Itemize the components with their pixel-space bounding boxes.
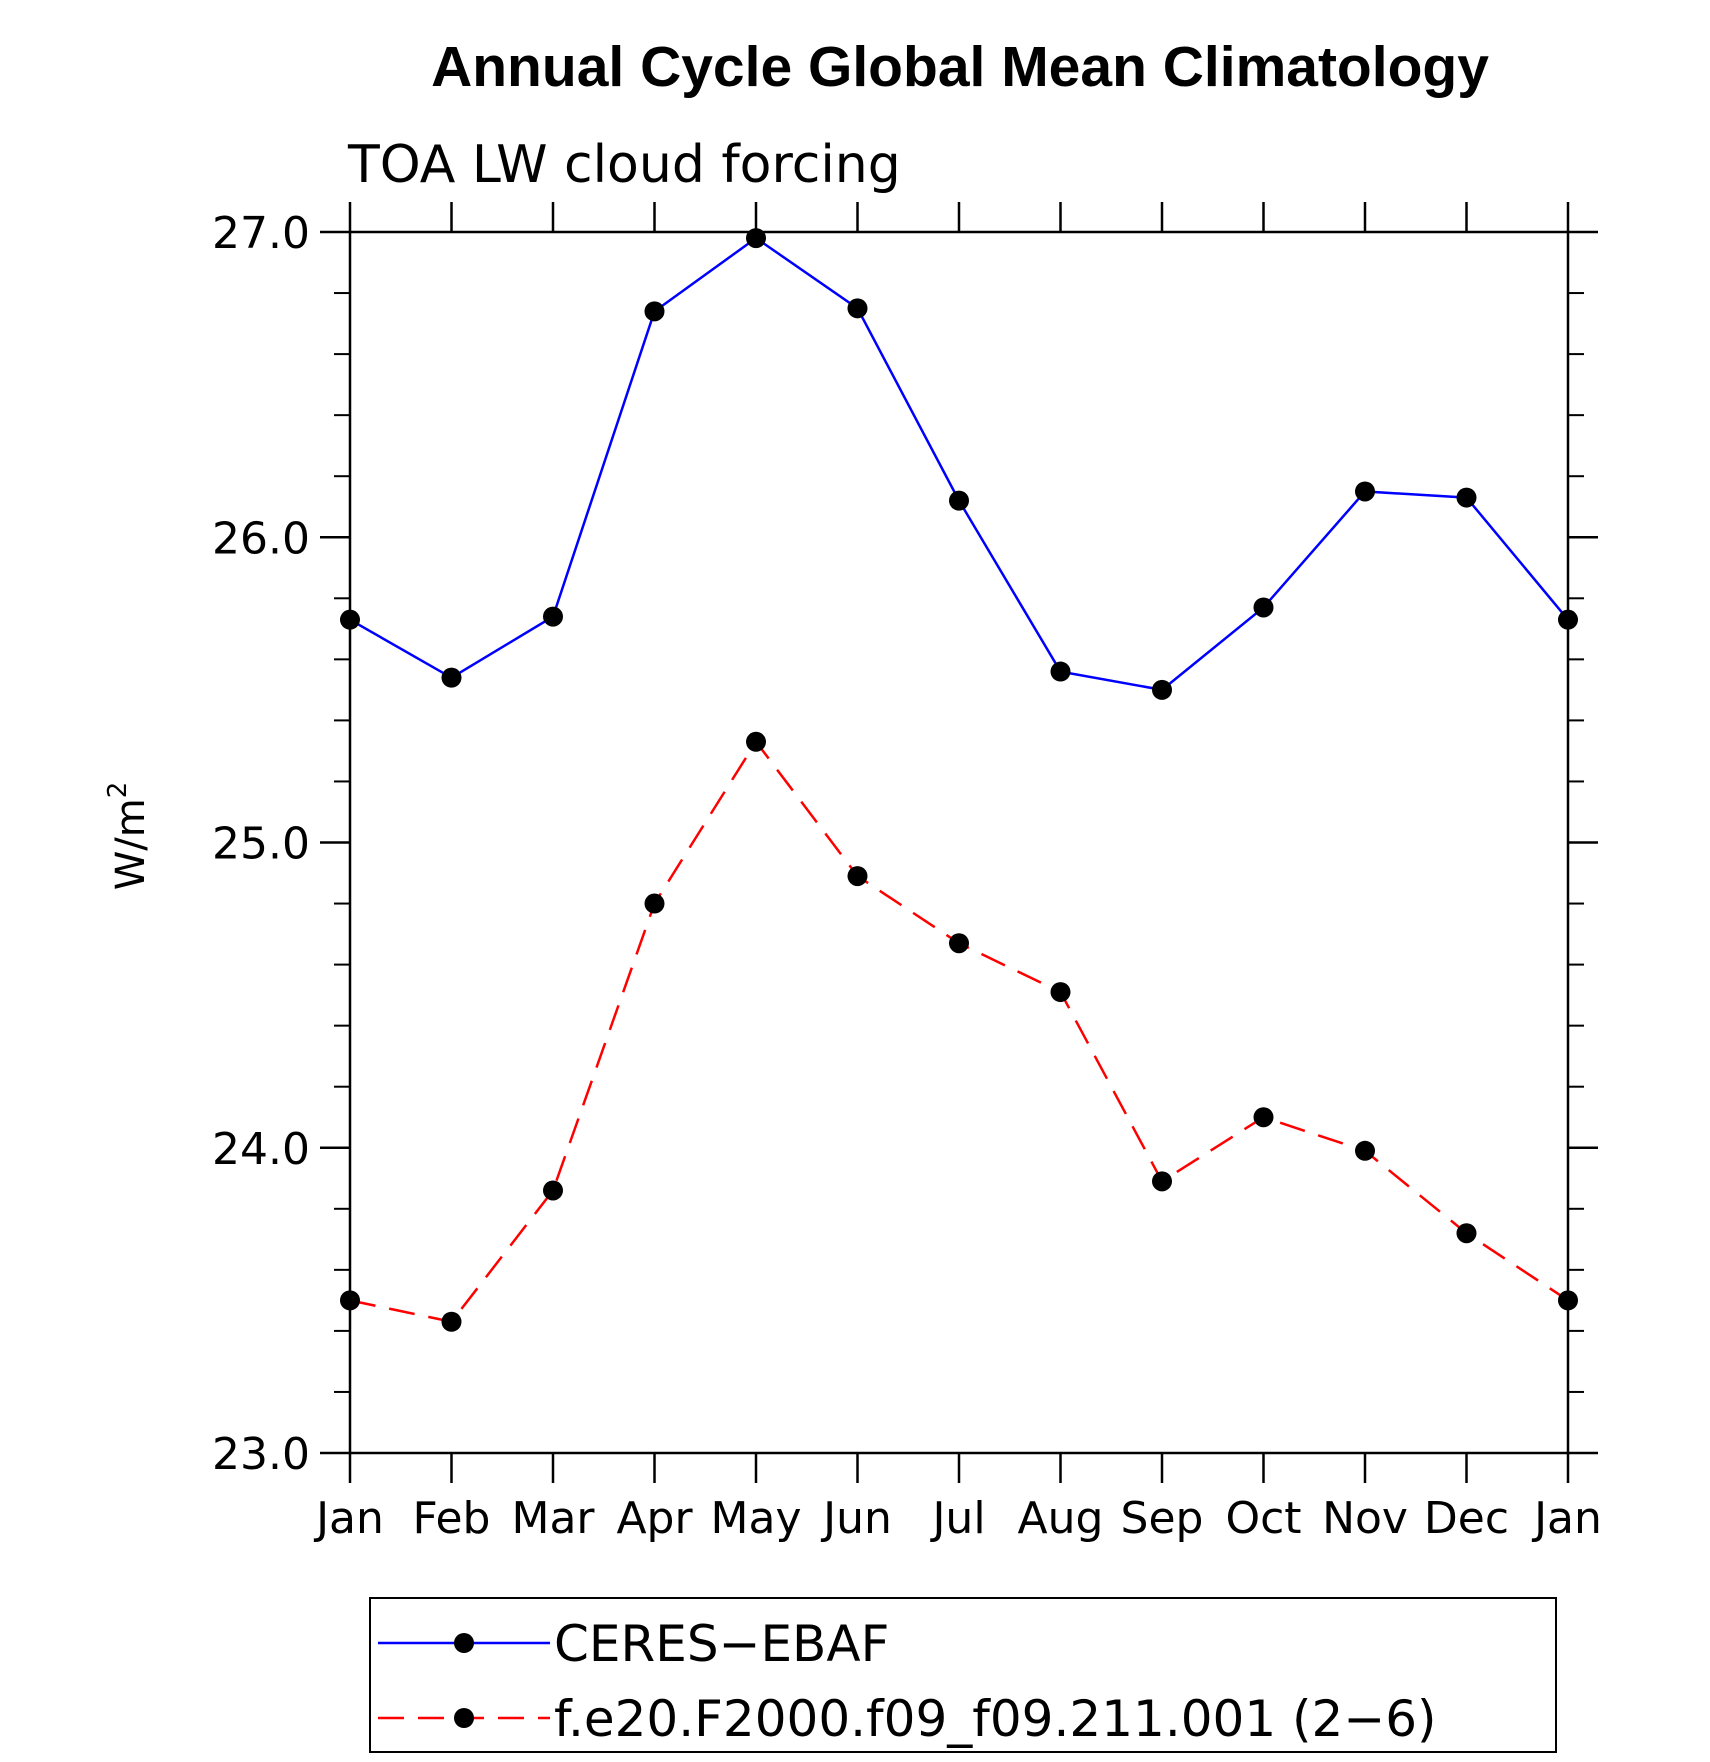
y-tick-label: 27.0 (212, 208, 310, 259)
series-1-point (746, 228, 766, 249)
x-tick-label: May (711, 1493, 802, 1544)
x-tick-label: Sep (1121, 1493, 1204, 1544)
y-tick-label: 23.0 (212, 1429, 310, 1480)
x-tick-label: Mar (511, 1493, 595, 1544)
y-tick-label: 25.0 (212, 819, 310, 870)
series-2-point (644, 893, 665, 914)
series-line-2 (349, 739, 1569, 1324)
legend-label-1: CERES−EBAF (554, 1615, 889, 1673)
series-2-point (441, 1311, 462, 1332)
series-1-point (1558, 609, 1578, 630)
x-tick-label: Jul (929, 1493, 985, 1544)
series-2-point (1355, 1140, 1375, 1161)
chart-subtitle: TOA LW cloud forcing (347, 135, 901, 195)
legend: CERES−EBAF f.e20.F2000.f09_f09.211.001 (2… (369, 1597, 1557, 1753)
chart-title: Annual Cycle Global Mean Climatology (431, 35, 1489, 99)
series-1-point (1355, 481, 1375, 502)
series-1-point (1152, 679, 1172, 700)
x-tick-label: Jan (313, 1493, 384, 1544)
y-tick-label: 24.0 (212, 1124, 310, 1175)
series-1-point (1050, 661, 1071, 682)
series-1-point (441, 667, 462, 688)
x-tick-label: Jun (820, 1493, 892, 1544)
x-tick-label: Oct (1225, 1493, 1301, 1544)
legend-marker-2 (454, 1708, 474, 1728)
series-1-point (644, 301, 665, 322)
series-2-point (746, 731, 766, 752)
legend-marker-1 (454, 1633, 474, 1653)
series-1-point (1456, 487, 1477, 508)
series-1-point (949, 490, 969, 511)
series-2-point (847, 866, 868, 887)
series-1-point (847, 298, 868, 319)
x-tick-label: Dec (1424, 1493, 1509, 1544)
series-2-point (1558, 1290, 1578, 1311)
series-2-point (1152, 1171, 1172, 1192)
x-tick-label: Apr (616, 1493, 693, 1544)
series-1-point (543, 606, 563, 627)
series-2-point (340, 1290, 360, 1311)
legend-box (369, 1597, 1557, 1753)
x-tick-label: Feb (413, 1493, 491, 1544)
axes: Jan Feb Mar Apr May Jun Jul Aug Sep Oct Nov Dec Jan2… (212, 202, 1602, 1544)
series-2-point (1050, 982, 1071, 1003)
series-2-point (1253, 1107, 1274, 1128)
plot-frame (348, 230, 1570, 1455)
series-1-point (340, 609, 360, 630)
x-tick-label: Aug (1018, 1493, 1104, 1544)
series-layer (340, 228, 1578, 1332)
y-axis-label-base: W/m (108, 798, 154, 890)
x-tick-label: Jan (1531, 1493, 1602, 1544)
series-line-1 (349, 236, 1569, 692)
legend-label-2: f.e20.F2000.f09_f09.211.001 (2−6) (554, 1690, 1437, 1748)
y-tick-label: 26.0 (212, 513, 310, 564)
series-1-point (1253, 597, 1274, 618)
series-2-point (543, 1180, 563, 1201)
series-2-point (1456, 1223, 1477, 1244)
y-axis-label-superscript: 2 (103, 782, 133, 799)
y-axis-label: W/m2 (103, 782, 154, 891)
series-2-point (949, 933, 969, 954)
x-tick-label: Nov (1322, 1493, 1408, 1544)
